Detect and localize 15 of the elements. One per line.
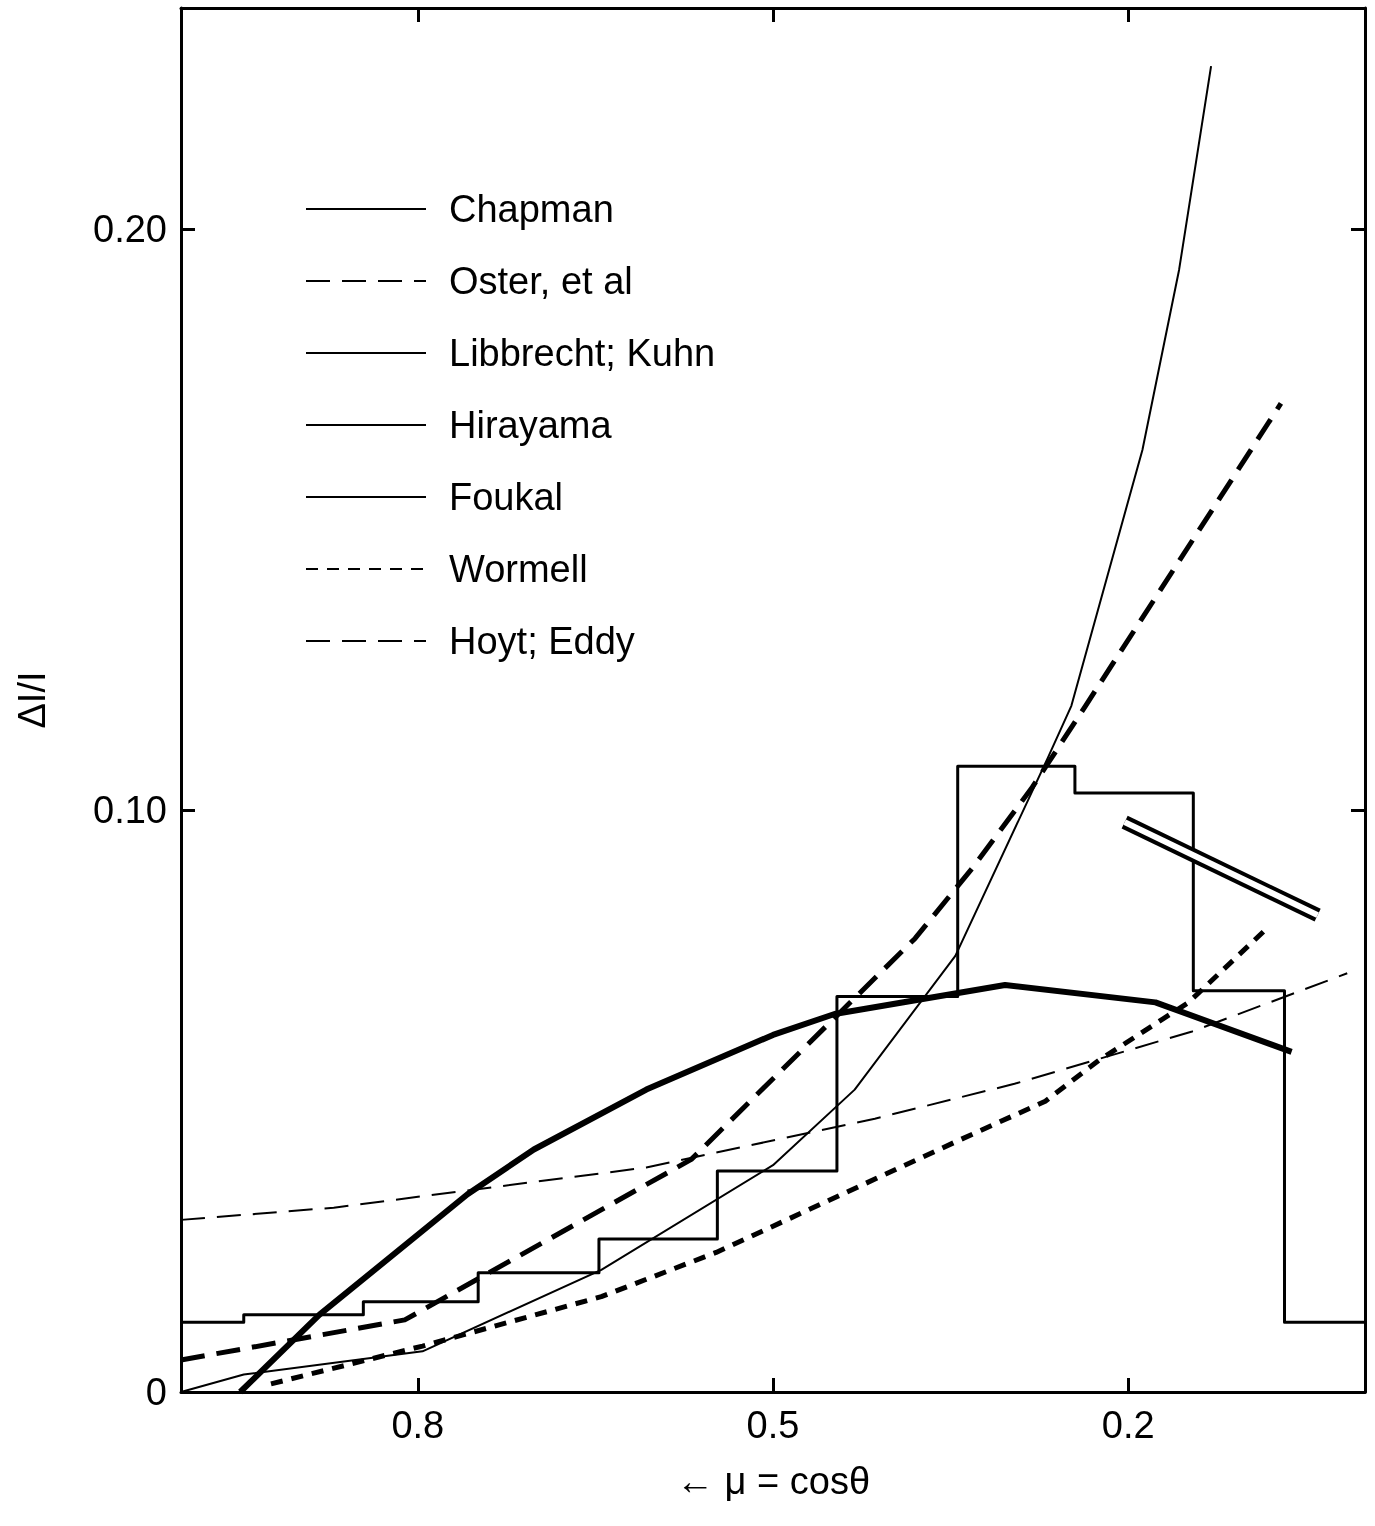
x-tick-label: 0.8	[391, 1404, 445, 1446]
x-tick-label: 0.5	[746, 1404, 800, 1446]
y-tick-label: 0	[145, 1371, 167, 1413]
legend-label: Oster, et al	[449, 260, 633, 302]
legend-label: Foukal	[449, 476, 564, 518]
legend-label: Hirayama	[449, 404, 613, 446]
legend-label: Libbrecht; Kuhn	[449, 332, 716, 374]
x-tick-label: 0.2	[1101, 1404, 1155, 1446]
legend-label: Chapman	[449, 188, 614, 230]
y-tick-label: 0.10	[93, 789, 167, 832]
x-axis-title: ← μ = cosθ	[675, 1460, 871, 1502]
legend-label: Hoyt; Eddy	[449, 620, 635, 662]
y-axis-title: ΔI/I	[11, 671, 53, 729]
legend-label: Wormell	[449, 548, 588, 590]
y-tick-label: 0.20	[93, 207, 167, 250]
